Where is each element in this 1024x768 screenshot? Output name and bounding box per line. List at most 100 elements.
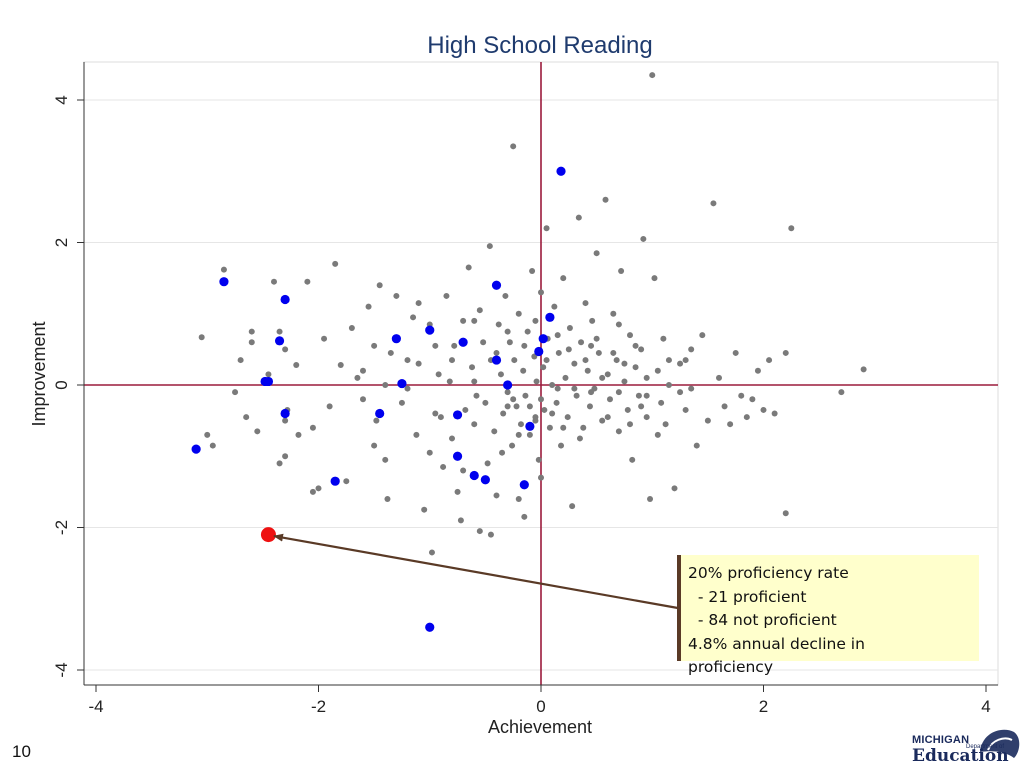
highlighted-point	[491, 280, 502, 290]
data-point	[649, 72, 656, 79]
data-point	[510, 396, 517, 403]
data-point	[476, 528, 483, 535]
data-point	[460, 467, 467, 474]
data-point	[558, 442, 565, 449]
data-point	[451, 342, 458, 349]
data-point	[599, 417, 606, 424]
highlighted-point	[519, 480, 529, 490]
data-point	[243, 414, 250, 421]
highlighted-point	[330, 476, 340, 486]
data-point	[511, 357, 518, 364]
data-point	[593, 250, 600, 257]
data-point	[610, 310, 617, 317]
data-point	[499, 449, 506, 456]
data-point	[469, 364, 476, 371]
data-point	[413, 431, 420, 438]
focus-point	[260, 527, 276, 543]
data-point	[538, 474, 544, 481]
data-point	[515, 496, 522, 502]
data-point	[582, 300, 589, 307]
data-point	[533, 378, 540, 385]
data-point	[615, 321, 622, 328]
data-point	[432, 342, 439, 349]
data-point	[602, 196, 609, 203]
data-point	[486, 243, 493, 250]
data-point	[360, 367, 366, 374]
data-point	[198, 334, 205, 341]
data-point	[564, 414, 571, 421]
y-tick-label: -2	[52, 520, 71, 535]
arrow-line	[273, 533, 679, 610]
data-point	[771, 410, 778, 417]
data-point	[554, 385, 561, 392]
data-point	[495, 321, 502, 328]
data-point	[382, 456, 389, 463]
data-point	[513, 403, 520, 410]
data-point	[554, 332, 561, 339]
data-point	[838, 389, 845, 396]
data-point	[502, 292, 509, 299]
data-point	[248, 339, 255, 346]
data-point	[421, 506, 428, 513]
data-point	[337, 362, 344, 369]
data-point	[677, 360, 684, 367]
data-point	[551, 303, 558, 310]
data-point	[529, 268, 536, 274]
data-point	[629, 456, 636, 463]
data-point	[404, 357, 411, 364]
data-point	[743, 414, 750, 421]
data-point	[588, 389, 595, 396]
data-point	[237, 357, 244, 364]
axes: -4 -2 0 2 4 -4 -2 0 2 4	[52, 62, 998, 716]
data-point	[393, 292, 400, 299]
data-point	[638, 403, 645, 410]
data-point	[521, 513, 528, 520]
data-point	[766, 357, 773, 364]
y-tick-label: 0	[52, 380, 71, 389]
data-point	[660, 335, 667, 342]
data-point	[471, 378, 478, 385]
x-tick-label: -2	[311, 697, 326, 716]
data-point	[604, 414, 611, 421]
data-point	[365, 303, 372, 310]
data-point	[521, 342, 528, 349]
data-point	[449, 357, 455, 364]
data-point	[665, 382, 672, 388]
data-point	[535, 456, 542, 463]
data-point	[565, 346, 572, 353]
data-point	[566, 325, 573, 331]
data-point	[540, 364, 547, 371]
data-point	[618, 268, 625, 274]
highlighted-point	[425, 622, 435, 632]
highlighted-point	[375, 408, 385, 419]
data-point	[595, 349, 602, 356]
data-point	[440, 463, 447, 470]
data-point	[541, 406, 548, 413]
data-point	[282, 346, 289, 353]
data-point	[415, 360, 422, 367]
data-point	[588, 342, 595, 349]
data-point	[271, 278, 277, 285]
data-point	[398, 399, 405, 406]
data-point	[654, 367, 661, 374]
data-point	[282, 417, 289, 424]
data-point	[480, 339, 487, 346]
data-point	[482, 399, 489, 406]
y-tick-label: 2	[52, 238, 71, 247]
data-point	[497, 371, 504, 378]
data-point	[371, 342, 378, 349]
data-point	[606, 396, 613, 403]
data-point	[627, 332, 633, 339]
data-point	[506, 339, 513, 346]
data-point	[549, 382, 556, 388]
data-point	[504, 328, 511, 335]
y-tick-label: 4	[52, 95, 71, 104]
y-axis-label: Improvement	[29, 321, 49, 426]
data-point	[471, 317, 478, 324]
data-point	[613, 357, 620, 364]
callout-line: - 84 not proficient	[688, 611, 837, 629]
data-point	[727, 421, 734, 428]
highlighted-point	[538, 334, 548, 344]
y-tick-label: -4	[52, 662, 71, 677]
data-point	[662, 421, 669, 428]
